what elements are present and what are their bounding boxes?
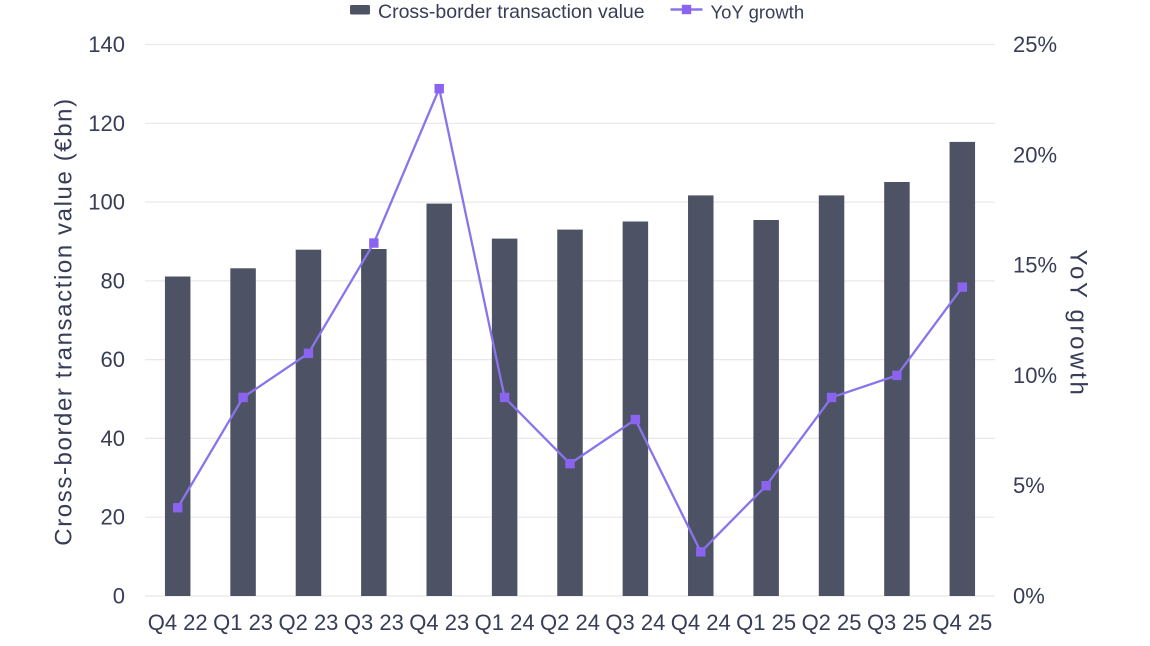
svg-text:YoY growth: YoY growth — [711, 2, 805, 23]
svg-text:Q1 25: Q1 25 — [736, 610, 796, 635]
svg-text:15%: 15% — [1013, 253, 1057, 278]
svg-text:Q4 23: Q4 23 — [409, 610, 469, 635]
svg-text:40: 40 — [101, 426, 125, 451]
svg-text:Q3 23: Q3 23 — [344, 610, 404, 635]
svg-text:Q4 24: Q4 24 — [671, 610, 731, 635]
svg-text:Q3 24: Q3 24 — [605, 610, 665, 635]
svg-text:Cross-border transaction value: Cross-border transaction value (€bn) — [51, 97, 78, 545]
svg-text:20%: 20% — [1013, 142, 1057, 167]
svg-text:10%: 10% — [1013, 363, 1057, 388]
svg-text:Q2 25: Q2 25 — [802, 610, 862, 635]
svg-text:Q3 25: Q3 25 — [867, 610, 927, 635]
svg-text:5%: 5% — [1013, 473, 1045, 498]
svg-text:YoY growth: YoY growth — [1065, 250, 1092, 398]
svg-text:25%: 25% — [1013, 32, 1057, 57]
svg-text:Q4 22: Q4 22 — [148, 610, 208, 635]
svg-text:20: 20 — [101, 505, 125, 530]
svg-text:Cross-border transaction value: Cross-border transaction value — [378, 1, 645, 23]
svg-text:0: 0 — [113, 584, 125, 609]
svg-text:Q4 25: Q4 25 — [932, 610, 992, 635]
svg-text:100: 100 — [88, 190, 125, 215]
svg-text:140: 140 — [88, 32, 125, 57]
svg-text:Q2 23: Q2 23 — [278, 610, 338, 635]
svg-text:Q1 23: Q1 23 — [213, 610, 273, 635]
svg-text:Q2 24: Q2 24 — [540, 610, 600, 635]
svg-text:120: 120 — [88, 111, 125, 136]
svg-text:0%: 0% — [1013, 584, 1045, 609]
svg-text:60: 60 — [101, 347, 125, 372]
svg-text:Q1 24: Q1 24 — [475, 610, 535, 635]
svg-text:80: 80 — [101, 268, 125, 293]
